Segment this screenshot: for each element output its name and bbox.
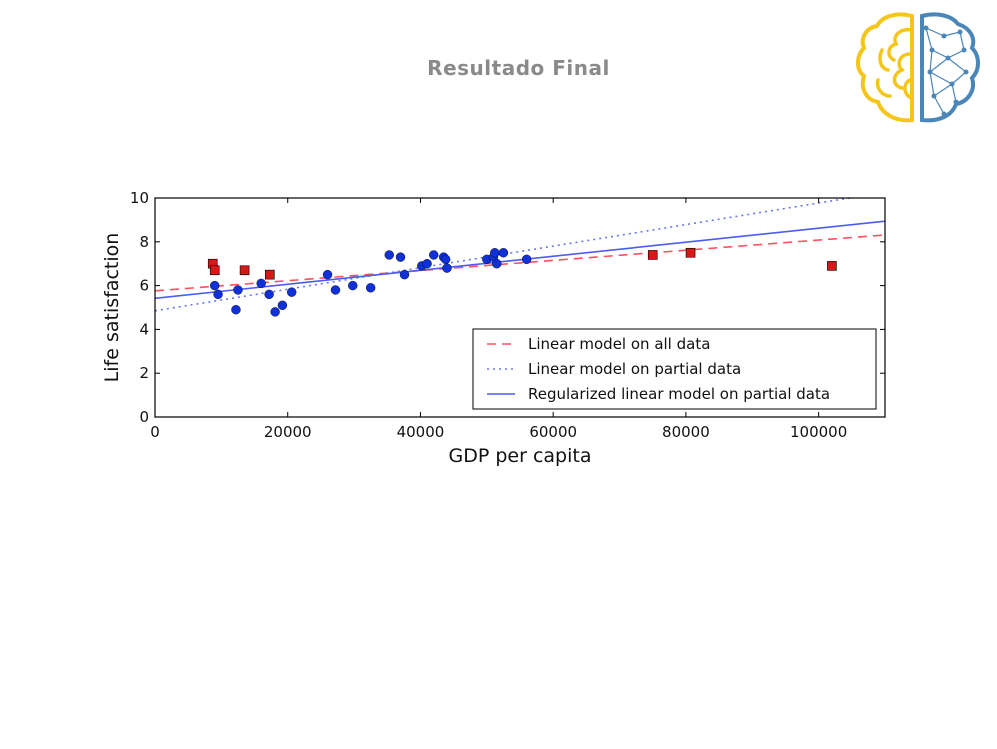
y-tick-label: 10: [130, 189, 149, 207]
y-tick-label: 2: [139, 364, 149, 382]
data-point-circle: [521, 254, 532, 265]
brain-logo-icon: [856, 12, 980, 123]
data-point-circle: [287, 287, 297, 297]
data-point-circle: [233, 285, 243, 295]
legend-label: Linear model on partial data: [528, 360, 741, 378]
series-line-3: [155, 198, 855, 312]
slide-title: Resultado Final: [427, 56, 610, 80]
x-tick-label: 80000: [662, 423, 710, 441]
legend-box: [472, 328, 877, 410]
x-tick-label: 0: [150, 423, 160, 441]
y-tick-label: 8: [139, 233, 149, 251]
y-tick-label: 4: [139, 320, 149, 338]
x-axis-label: GDP per capita: [449, 445, 592, 467]
data-point-circle: [322, 269, 333, 280]
data-point-circle: [330, 285, 341, 295]
x-tick-label: 60000: [529, 423, 577, 441]
data-point-square: [685, 247, 696, 258]
data-point-square: [209, 265, 220, 276]
data-point-circle: [210, 280, 220, 291]
data-point-circle: [395, 252, 406, 262]
data-point-circle: [348, 280, 358, 291]
data-point-circle: [270, 307, 280, 317]
data-point-circle: [231, 304, 241, 315]
data-point-square: [265, 269, 275, 280]
data-point-circle: [440, 254, 451, 265]
data-point-circle: [213, 289, 223, 300]
data-point-circle: [442, 263, 452, 273]
legend: Linear model on all data Linear model on …: [472, 328, 877, 410]
plot-frame: [154, 197, 886, 418]
data-point-circle: [429, 250, 439, 260]
data-point-square: [239, 265, 250, 276]
legend-label: Linear model on all data: [528, 335, 710, 353]
data-point-circle: [422, 259, 432, 269]
data-point-circle: [256, 278, 266, 289]
x-tick-label: 100000: [790, 423, 847, 441]
x-tick-label: 40000: [397, 423, 445, 441]
data-point-circle: [365, 283, 376, 293]
y-tick-label: 0: [139, 408, 149, 426]
data-point-circle: [384, 250, 394, 260]
data-point-circle: [399, 269, 410, 280]
y-axis-label: Life satisfaction: [101, 233, 123, 383]
series-line-4: [155, 220, 885, 300]
data-point-circle: [277, 300, 288, 311]
data-point-circle: [264, 289, 274, 300]
x-tick-label: 20000: [264, 423, 312, 441]
series-line-2: [155, 234, 885, 292]
data-point-circle: [490, 248, 500, 258]
data-point-circle: [492, 259, 502, 269]
y-tick-label: 6: [139, 277, 149, 295]
data-point-square: [647, 250, 658, 260]
data-point-square: [827, 261, 837, 271]
data-point-circle: [498, 248, 509, 258]
legend-label: Regularized linear model on partial data: [528, 385, 830, 403]
